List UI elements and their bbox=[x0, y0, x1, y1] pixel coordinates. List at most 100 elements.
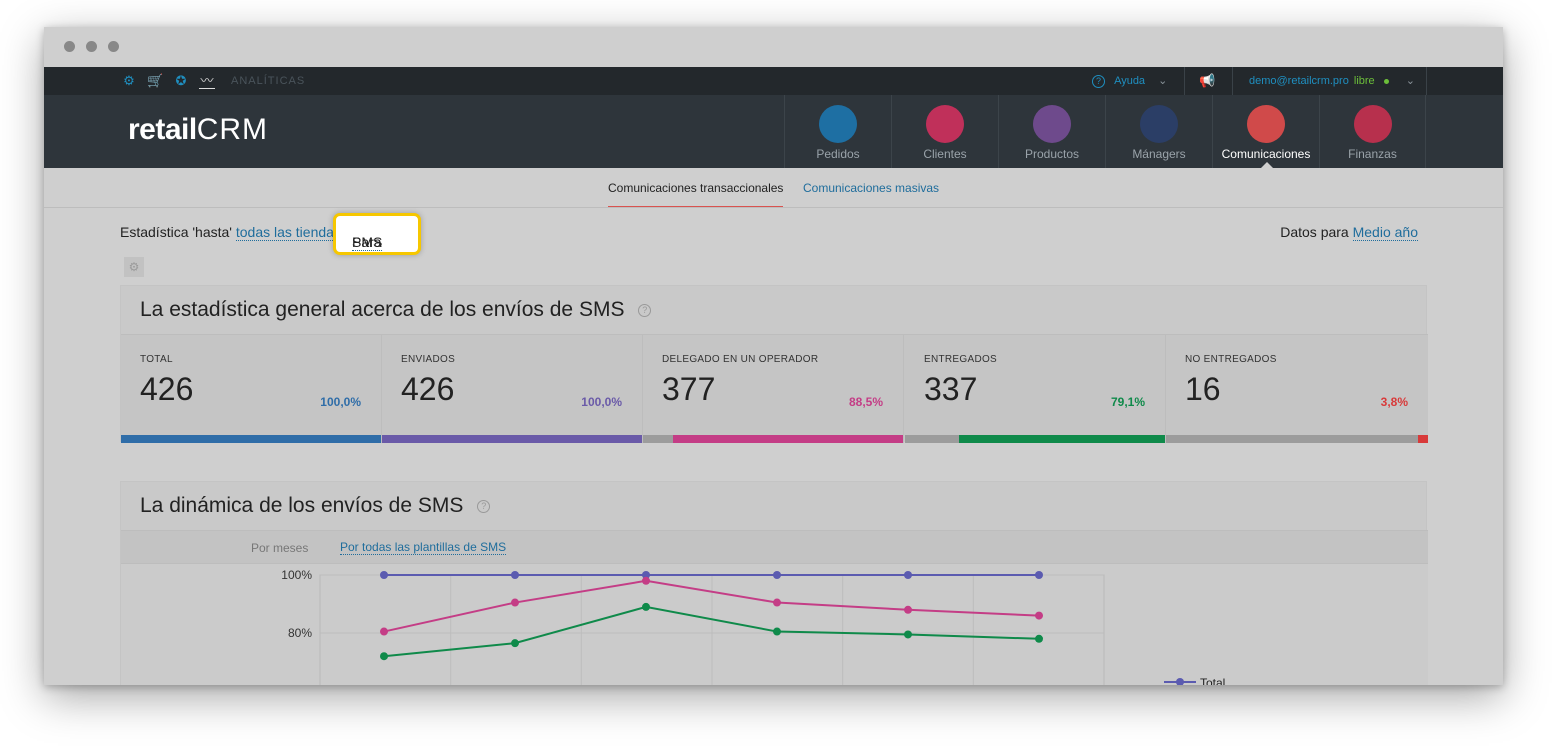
chevron-down-icon: ⌄ bbox=[1405, 75, 1416, 87]
card-title: La dinámica de los envíos de SMS ? bbox=[140, 494, 491, 518]
data-point bbox=[1035, 571, 1043, 579]
stat-percent: 100,0% bbox=[581, 395, 622, 409]
filter-prefix: Estadística 'hasta' bbox=[120, 224, 232, 240]
window-close-dot[interactable] bbox=[64, 41, 75, 52]
card-title-text: La estadística general acerca de los env… bbox=[140, 298, 625, 321]
dynamics-card: La dinámica de los envíos de SMS ? Por m… bbox=[120, 481, 1428, 685]
ledger-avatar-icon bbox=[1354, 105, 1392, 143]
megaphone-icon[interactable]: 📢 bbox=[1199, 73, 1216, 88]
online-indicator bbox=[1383, 78, 1389, 84]
data-point bbox=[511, 571, 519, 579]
stat-value: 337 bbox=[924, 371, 978, 407]
stats-row: TOTAL 426 100,0% ENVIADOS 426 100,0% DEL… bbox=[121, 334, 1428, 443]
window-titlebar bbox=[44, 27, 1503, 67]
divider bbox=[1232, 67, 1233, 95]
stat-bar-fill bbox=[959, 435, 1165, 443]
settings-icon[interactable]: ⚙ bbox=[123, 73, 135, 88]
series-line bbox=[383, 605, 1040, 658]
stat-percent: 100,0% bbox=[320, 395, 361, 409]
data-point bbox=[773, 598, 781, 607]
stat-value: 16 bbox=[1185, 371, 1221, 407]
browser-window: ⚙ 🛒 ✪ 〰 ANALÍTICAS ? Ayuda ⌄ 📢 demo@reta… bbox=[44, 27, 1503, 685]
help-icon: ? bbox=[1092, 74, 1105, 88]
stat-value: 426 bbox=[401, 371, 455, 407]
nav-clientes[interactable]: Clientes bbox=[891, 95, 998, 168]
divider bbox=[1426, 67, 1427, 95]
stat-label: TOTAL bbox=[140, 354, 173, 365]
channel-link[interactable]: SMS bbox=[352, 234, 383, 251]
lifebuoy-icon[interactable]: ✪ bbox=[175, 73, 187, 88]
chat-avatar-icon bbox=[1247, 105, 1285, 143]
tab-mass[interactable]: Comunicaciones masivas bbox=[803, 181, 940, 195]
nav-label: Finanzas bbox=[1348, 147, 1397, 161]
nav-finanzas[interactable]: Finanzas bbox=[1319, 95, 1426, 168]
legend-swatch-point bbox=[1176, 678, 1184, 685]
chevron-down-icon: ⌄ bbox=[1158, 75, 1168, 87]
card-title: La estadística general acerca de los env… bbox=[140, 298, 652, 322]
logo-text-retail: retail bbox=[128, 113, 197, 146]
stat-bar-fill bbox=[382, 435, 642, 443]
help-icon[interactable]: ? bbox=[477, 499, 491, 513]
nav-productos[interactable]: Productos bbox=[998, 95, 1105, 168]
general-stats-card: La estadística general acerca de los env… bbox=[120, 285, 1428, 443]
stat-percent: 79,1% bbox=[1110, 395, 1145, 409]
stat-sent: ENVIADOS 426 100,0% bbox=[382, 335, 643, 443]
section-label: ANALÍTICAS bbox=[231, 75, 306, 87]
main-content: Comunicaciones transaccionales Comunicac… bbox=[44, 168, 1503, 685]
window-minimize-dot[interactable] bbox=[86, 41, 97, 52]
help-menu[interactable]: ? Ayuda ⌄ bbox=[1092, 67, 1167, 95]
logo-text-crm: CRM bbox=[196, 113, 269, 146]
data-point bbox=[904, 630, 912, 639]
stat-value: 426 bbox=[140, 371, 194, 407]
data-point bbox=[1035, 611, 1043, 620]
cart-avatar-icon bbox=[819, 105, 857, 143]
nav-comunicaciones[interactable]: Comunicaciones bbox=[1212, 95, 1319, 168]
gear-icon[interactable]: ⚙ bbox=[124, 257, 144, 277]
data-point bbox=[773, 627, 781, 636]
tab-by-templates[interactable]: Por todas las plantillas de SMS bbox=[340, 540, 507, 555]
retailcrm-logo[interactable]: retailCRM bbox=[128, 113, 268, 147]
data-point bbox=[642, 602, 650, 611]
tab-transactional[interactable]: Comunicaciones transaccionales bbox=[608, 181, 784, 207]
stat-bar-track bbox=[1166, 435, 1428, 443]
main-header: retailCRM Pedidos Clientes Productos Mán… bbox=[44, 95, 1503, 168]
stat-delivered: ENTREGADOS 337 79,1% bbox=[905, 335, 1166, 443]
period-link[interactable]: Medio año bbox=[1352, 224, 1418, 241]
line-chart: 100% 80% Total bbox=[281, 568, 1225, 685]
y-tick-label: 80% bbox=[288, 626, 312, 640]
stat-percent: 3,8% bbox=[1380, 395, 1408, 409]
user-menu[interactable]: demo@retailcrm.pro libre ⌄ bbox=[1249, 67, 1415, 95]
help-icon[interactable]: ? bbox=[638, 303, 652, 317]
card-title-text: La dinámica de los envíos de SMS bbox=[140, 494, 464, 517]
nav-pedidos[interactable]: Pedidos bbox=[784, 95, 891, 168]
data-point bbox=[904, 571, 912, 579]
stat-label: NO ENTREGADOS bbox=[1185, 354, 1277, 365]
nav-label: Comunicaciones bbox=[1221, 147, 1311, 161]
data-point bbox=[511, 598, 519, 607]
line-chart-area: 100% 80% Total bbox=[121, 564, 1428, 685]
user-email: demo@retailcrm.pro bbox=[1249, 75, 1349, 87]
stores-link[interactable]: todas las tiendas bbox=[235, 224, 341, 241]
data-point bbox=[642, 576, 650, 585]
stat-value: 377 bbox=[662, 371, 716, 407]
data-point bbox=[380, 652, 388, 661]
window-maximize-dot[interactable] bbox=[108, 41, 119, 52]
data-point bbox=[904, 605, 912, 614]
period-prefix: Datos para bbox=[1280, 224, 1349, 240]
manager-avatar-icon bbox=[1140, 105, 1178, 143]
nav-label: Clientes bbox=[923, 147, 967, 161]
nav-label: Mánagers bbox=[1132, 147, 1186, 161]
stat-bar-fill bbox=[672, 435, 903, 443]
analytics-icon[interactable]: 〰 bbox=[199, 73, 215, 89]
nav-label: Pedidos bbox=[816, 147, 860, 161]
stat-label: ENVIADOS bbox=[401, 354, 456, 365]
tab-by-months[interactable]: Por meses bbox=[251, 541, 309, 555]
stat-operator: DELEGADO EN UN OPERADOR 377 88,5% bbox=[643, 335, 904, 443]
customer-avatar-icon bbox=[926, 105, 964, 143]
nav-managers[interactable]: Mánagers bbox=[1105, 95, 1212, 168]
stat-total: TOTAL 426 100,0% bbox=[121, 335, 382, 443]
cart-icon[interactable]: 🛒 bbox=[147, 73, 164, 88]
data-point bbox=[380, 627, 388, 636]
channel-highlight: Para SMS bbox=[333, 213, 421, 255]
para-label: Para bbox=[352, 234, 382, 250]
